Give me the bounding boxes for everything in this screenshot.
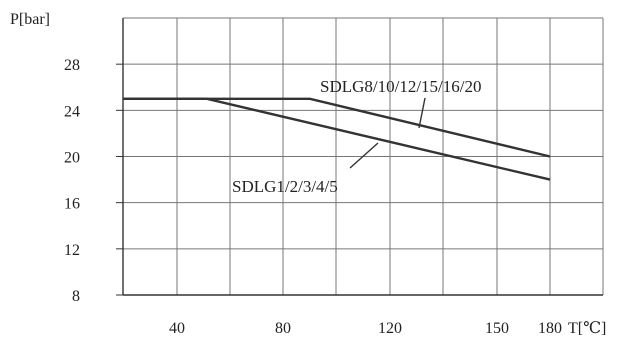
y-tick-label: 20 xyxy=(64,150,80,167)
series-lines xyxy=(123,97,551,181)
y-tick-label: 12 xyxy=(64,242,80,259)
leader-line-sdlg8-20 xyxy=(418,97,426,129)
leader-line-sdlg1-5 xyxy=(349,142,379,169)
y-tick-label: 16 xyxy=(64,196,80,213)
label-leaders xyxy=(349,97,426,169)
series-label-sdlg1-5: SDLG1/2/3/4/5 xyxy=(232,177,338,196)
x-axis-label: T[℃] xyxy=(568,320,606,337)
series-label-sdlg8-20: SDLG8/10/12/15/16/20 xyxy=(320,77,482,96)
x-tick-label: 40 xyxy=(169,320,185,337)
series-line-sdlg1-5 xyxy=(123,97,551,181)
x-tick-label: 180 xyxy=(538,320,562,337)
x-tick-label: 150 xyxy=(485,320,509,337)
y-tick-label: 24 xyxy=(64,103,80,120)
axes xyxy=(116,18,603,296)
tick-labels: 8 12 16 20 24 28 40 80 120 150 180 xyxy=(64,57,562,337)
y-axis-label: P[bar] xyxy=(10,11,50,28)
y-tick-label: 8 xyxy=(72,288,80,305)
x-tick-label: 120 xyxy=(378,320,402,337)
x-tick-label: 80 xyxy=(275,320,291,337)
y-tick-label: 28 xyxy=(64,57,80,74)
